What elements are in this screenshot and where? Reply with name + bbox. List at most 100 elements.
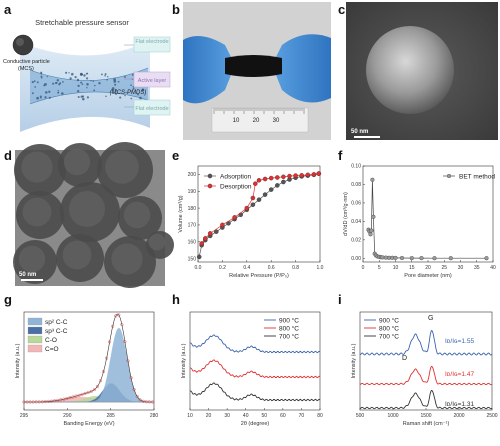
chart-i-ylabel: Intensity (a.u.): [351, 343, 357, 378]
chart-e-point: [232, 215, 237, 220]
chart-g-legend-label: C-O: [45, 337, 57, 344]
particle-dot: [52, 82, 55, 85]
chart-e-point: [299, 173, 304, 178]
chart-i-xtick-label: 1500: [420, 413, 431, 419]
chart-h-series-line: [190, 359, 321, 379]
particle-dot: [77, 89, 80, 93]
chart-g-raw-point: [59, 398, 63, 402]
chart-h-series-line: [190, 382, 321, 402]
particle-label: Conductive particle: [3, 59, 50, 65]
chart-g-raw-point: [101, 370, 105, 374]
chart-h-xlabel: 2θ (degree): [241, 421, 270, 427]
chart-f: 0 5 10 15 20 25 30 35 40 Pore diameter (nm) 0.00 0.…: [343, 164, 496, 279]
chart-g-raw-point: [129, 376, 133, 380]
chart-i-legend-label: 700 °C: [379, 332, 399, 340]
chart-i-xlabel: Raman shift (cm⁻¹): [403, 421, 450, 427]
chart-e: 0.0 0.2 0.4 0.6 0.8 1.0 Relative Pressure (P/P…: [178, 165, 324, 279]
particle-dot: [104, 73, 107, 76]
chart-f-ylabel: dV/dD (cm³/g·nm): [343, 192, 349, 236]
chart-f-ytick-label: 0.04: [351, 219, 361, 225]
chart-e-point: [275, 183, 280, 188]
particle-dot: [130, 84, 132, 86]
particle-dot: [86, 83, 89, 86]
chart-g-raw-point: [68, 396, 72, 400]
tem-particle-highlight: [69, 191, 105, 227]
tem-particles: [13, 142, 174, 288]
chart-e-point: [268, 175, 274, 181]
panel-letter-h: h: [172, 292, 180, 307]
chart-g-raw-point: [92, 388, 96, 392]
particle-dot: [74, 75, 77, 79]
chart-i: 500 1000 1500 2000 2500 Raman shift (cm⁻¹) Int…: [351, 311, 498, 427]
chart-g-xtick-label: 285: [106, 413, 115, 419]
particle-dot: [111, 87, 115, 90]
particle-dot: [113, 80, 117, 83]
panel-a: a Stretchable pressure sensor Conductive…: [3, 2, 171, 132]
particle-dot: [33, 80, 36, 82]
chart-e-ytick-label: 200: [188, 172, 197, 178]
active-layer-shape: [30, 68, 148, 104]
chart-i-legend-label: 800 °C: [379, 324, 399, 332]
particle-dot: [80, 95, 83, 98]
chart-g-raw-point: [117, 313, 121, 317]
particle-dot: [80, 81, 83, 84]
chart-h: 10 20 30 40 50 60 70 80 2θ (degree) Intensity (a.…: [181, 311, 323, 427]
particle-dot: [94, 84, 96, 87]
particle-sublabel: (MCS): [18, 66, 34, 72]
top-electrode-label: Flat electrode: [135, 39, 168, 45]
chart-f-xlabel: Pore diameter (nm): [404, 273, 452, 279]
chart-e-ytick-label: 160: [188, 239, 197, 245]
chart-g-raw-point: [74, 394, 78, 398]
tem-particle-highlight: [105, 150, 139, 184]
chart-h-legend-label: 800 °C: [279, 324, 299, 332]
particle-dot: [105, 95, 107, 98]
chart-g: 295 290 285 280 Banding Energy (eV) Intensity…: [15, 311, 158, 427]
chart-f-ytick-label: 0.00: [351, 256, 361, 262]
chart-e-point: [262, 176, 268, 182]
chart-e-point: [316, 171, 322, 176]
ruler-label-20: 20: [253, 118, 260, 124]
chart-g-raw-point: [123, 340, 127, 344]
panel-letter-b: b: [172, 2, 180, 17]
ratio-800: Iᴅ/Iɢ=1.47: [445, 371, 474, 378]
chart-f-ytick-label: 0.06: [351, 201, 361, 207]
chart-e-point: [275, 175, 280, 180]
particle-dot: [132, 87, 135, 90]
tem-particle-highlight: [22, 197, 52, 227]
chart-g-raw-point: [120, 323, 124, 327]
chart-g-legend-swatch: [27, 317, 43, 326]
chart-g-raw-point: [126, 359, 130, 363]
particle-dot: [40, 77, 43, 79]
particle-dot: [86, 87, 88, 89]
particle-dot: [92, 80, 95, 83]
chart-e-frame: [197, 165, 321, 263]
chart-e-point: [305, 172, 311, 178]
chart-f-ytick-label: 0.02: [351, 238, 361, 244]
ratio-700: Iᴅ/Iɢ=1.31: [445, 401, 474, 408]
chart-g-raw-point: [108, 340, 112, 344]
chart-i-xtick-label: 2000: [453, 413, 464, 419]
particle-dot: [86, 96, 90, 99]
chart-e-point: [281, 174, 286, 180]
top-electrode-text: Flat electrode: [135, 39, 168, 45]
chart-e-series-line: [198, 173, 319, 257]
particle-dot: [115, 92, 118, 95]
particle-dot: [34, 86, 37, 88]
chart-e-xtick-label: 1.0: [317, 265, 324, 271]
conductive-particle-icon: [12, 34, 34, 56]
tem-particle-highlight: [18, 245, 46, 273]
chart-e-ytick-label: 170: [188, 223, 197, 229]
chart-g-raw-point: [141, 399, 145, 403]
chart-g-raw-point: [86, 391, 90, 395]
chart-g-raw-point: [77, 393, 81, 397]
chart-e-point: [214, 229, 219, 234]
chart-e-point: [207, 231, 213, 236]
panel-letter-e: e: [172, 148, 179, 163]
chart-g-legend-swatch: [27, 326, 43, 335]
particle-dot: [36, 81, 39, 84]
chart-g-raw-point: [47, 399, 51, 403]
active-layer-pad: [133, 71, 171, 88]
chart-g-raw-point: [135, 394, 139, 398]
right-glove-shape: [272, 34, 331, 103]
